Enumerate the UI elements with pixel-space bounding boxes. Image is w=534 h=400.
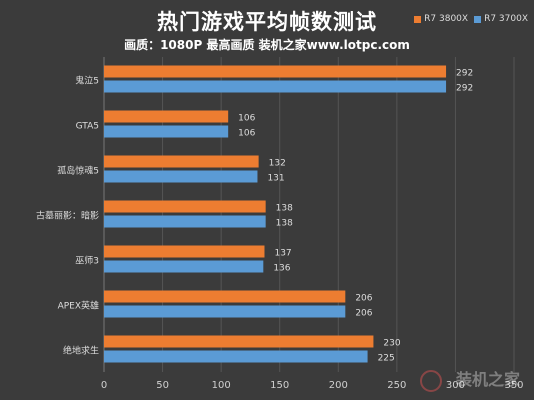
y-tick-label-3: 古墓丽影：暗影 (36, 210, 99, 222)
y-tick-label-2: 孤岛惊魂5 (57, 165, 99, 177)
bar-1-3 (104, 200, 266, 213)
y-tick-label-0: 鬼泣5 (75, 75, 99, 87)
bar-1-0 (104, 65, 447, 78)
legend-label-series-1: R7 3800X (424, 14, 469, 24)
bar-1-2 (104, 155, 259, 168)
bar-1-5 (104, 290, 346, 303)
legend-swatch-series-2 (474, 15, 482, 23)
bar-1-1 (104, 110, 229, 123)
y-tick-label-6: 绝地求生 (63, 345, 99, 357)
watermark: 装机之家 (455, 370, 520, 389)
chart-title: 热门游戏平均帧数测试 (157, 10, 377, 34)
data-label-2-0: 292 (456, 84, 473, 94)
data-label-2-4: 136 (273, 264, 290, 274)
bar-2-1 (104, 125, 229, 138)
x-tick-label-3: 150 (270, 380, 289, 391)
data-label-1-3: 138 (276, 204, 293, 214)
y-tick-label-1: GTA5 (76, 122, 99, 132)
bar-1-6 (104, 335, 374, 348)
bar-2-4 (104, 260, 264, 273)
y-tick-label-5: APEX英雄 (58, 300, 99, 312)
bar-2-6 (104, 350, 368, 363)
y-tick-label-4: 巫师3 (75, 255, 99, 267)
data-label-1-6: 230 (383, 339, 400, 349)
x-tick-label-5: 250 (387, 380, 406, 391)
x-tick-label-1: 50 (156, 380, 169, 391)
bar-2-5 (104, 305, 346, 318)
data-label-1-4: 137 (274, 249, 291, 259)
x-tick-label-0: 0 (101, 380, 107, 391)
legend: R7 3800X R7 3700X (414, 14, 528, 24)
data-label-2-1: 106 (238, 129, 255, 139)
data-label-1-5: 206 (355, 294, 372, 304)
bar-2-2 (104, 170, 258, 183)
x-tick-label-7: 350 (504, 380, 523, 391)
bar-2-0 (104, 80, 447, 93)
chart-subtitle: 画质：1080P 最高画质 装机之家www.lotpc.com (124, 38, 410, 52)
data-label-1-2: 132 (269, 159, 286, 169)
legend-item-series-1: R7 3800X (414, 14, 468, 24)
data-label-2-2: 131 (267, 174, 284, 184)
data-label-2-5: 206 (355, 309, 372, 319)
data-label-2-3: 138 (276, 219, 293, 229)
bar-1-4 (104, 245, 265, 258)
x-tick-label-4: 200 (329, 380, 348, 391)
watermark-logo-icon (420, 370, 442, 392)
legend-label-series-2: R7 3700X (484, 14, 528, 24)
data-label-1-1: 106 (238, 114, 255, 124)
data-label-2-6: 225 (378, 354, 395, 364)
data-label-1-0: 292 (456, 69, 473, 79)
bar-2-3 (104, 215, 266, 228)
x-tick-label-2: 100 (212, 380, 231, 391)
x-tick-label-6: 300 (446, 380, 465, 391)
legend-swatch-series-1 (414, 15, 422, 23)
legend-item-series-2: R7 3700X (474, 14, 528, 24)
